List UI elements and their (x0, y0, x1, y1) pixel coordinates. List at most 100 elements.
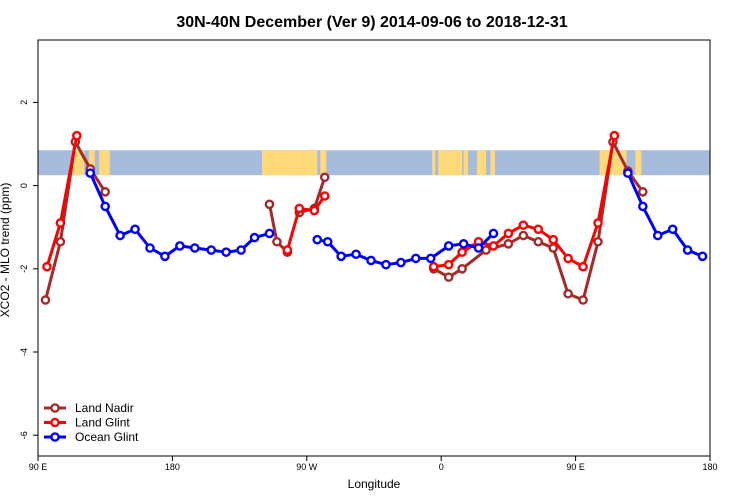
data-point (319, 172, 330, 183)
data-point (312, 234, 323, 245)
data-point (160, 251, 170, 262)
data-point (366, 255, 376, 266)
x-axis: 90 E 180 90 W 0 90 E 180 (29, 456, 718, 472)
x-tick-label: 90 E (29, 462, 48, 472)
y-tick-label: -4 (19, 348, 29, 356)
data-point (488, 228, 499, 239)
x-tick-label: 180 (702, 462, 717, 472)
data-point (351, 249, 361, 260)
x-tick-label: 0 (439, 462, 444, 472)
plot-frame (37, 39, 711, 457)
data-point (236, 245, 246, 255)
data-point (42, 261, 52, 272)
map-band-ocean (38, 150, 710, 176)
map-band-land (635, 150, 642, 176)
data-point (396, 257, 406, 268)
data-point (175, 241, 185, 251)
data-point (309, 205, 320, 216)
data-point (578, 295, 588, 305)
map-band-land (72, 150, 85, 176)
data-point (249, 232, 260, 243)
data-point (652, 230, 663, 241)
data-point (443, 259, 454, 270)
series-ocean-glint (85, 168, 708, 270)
data-point (272, 236, 282, 247)
data-point (609, 130, 620, 141)
data-point (548, 234, 559, 245)
x-tick-label: 90 W (296, 462, 318, 472)
y-axis-label: XCO2 - MLO trend (ppm) (0, 183, 12, 318)
map-band-land (262, 150, 318, 176)
legend-label: Ocean Glint (75, 430, 139, 444)
map-band-land (432, 150, 436, 176)
data-point (563, 253, 573, 264)
data-point (457, 263, 467, 274)
map-band-land (477, 150, 486, 176)
x-tick-label: 180 (165, 462, 180, 472)
data-point (264, 228, 275, 239)
data-point (100, 201, 110, 212)
y-tick-label: -2 (19, 265, 29, 273)
legend-marker (50, 432, 60, 442)
map-band-land (99, 150, 110, 176)
data-point (130, 224, 140, 235)
data-point (488, 241, 499, 251)
data-point (503, 228, 514, 239)
series-layer (40, 130, 708, 305)
legend-item: Land Nadir (44, 401, 134, 415)
y-tick-label: 0 (19, 183, 29, 188)
data-point (40, 295, 51, 305)
data-point (533, 236, 544, 247)
data-point (518, 230, 529, 241)
data-point (533, 224, 544, 235)
y-tick-label: 2 (19, 100, 29, 105)
world-map-band (38, 150, 710, 176)
map-band-land (88, 150, 95, 176)
data-point (411, 253, 421, 264)
series-land-glint (42, 130, 620, 272)
data-point (206, 245, 217, 255)
data-point (85, 168, 96, 178)
data-point (336, 251, 346, 262)
series-line (285, 195, 326, 251)
data-point (264, 199, 275, 210)
legend-marker (50, 417, 60, 428)
data-point (518, 220, 529, 230)
data-point (563, 288, 573, 299)
map-band-land (490, 150, 495, 176)
data-point (381, 259, 391, 270)
map-band-land (438, 150, 463, 176)
data-point (322, 236, 333, 247)
data-point (189, 243, 200, 253)
data-point (115, 230, 125, 241)
data-point (593, 236, 603, 247)
data-point (282, 245, 293, 255)
legend-item: Ocean Glint (44, 430, 139, 444)
data-point (443, 272, 454, 282)
data-point (55, 218, 66, 228)
data-point (578, 261, 588, 272)
data-point (428, 261, 439, 272)
data-point (667, 224, 678, 235)
legend-label: Land Glint (75, 416, 130, 430)
data-point (682, 245, 693, 255)
data-point (697, 251, 708, 262)
data-point (503, 239, 514, 249)
data-point (319, 191, 330, 201)
data-point (458, 239, 469, 249)
x-axis-label: Longitude (348, 477, 401, 491)
data-point (425, 253, 436, 264)
data-point (638, 201, 648, 212)
data-point (623, 168, 633, 178)
data-point (593, 218, 603, 228)
legend-label: Land Nadir (75, 401, 134, 415)
data-point (294, 203, 305, 214)
data-point (548, 243, 559, 253)
map-band-land (320, 150, 327, 176)
data-point (457, 247, 467, 257)
data-point (55, 236, 66, 247)
y-tick-label: -6 (19, 431, 29, 439)
legend-marker (50, 403, 60, 413)
